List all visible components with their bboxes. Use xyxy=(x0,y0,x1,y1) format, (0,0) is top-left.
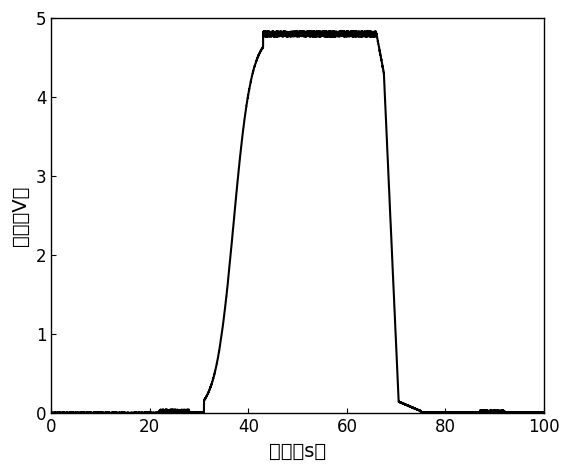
Y-axis label: 电压（V）: 电压（V） xyxy=(11,185,30,246)
X-axis label: 时间（s）: 时间（s） xyxy=(269,442,326,461)
